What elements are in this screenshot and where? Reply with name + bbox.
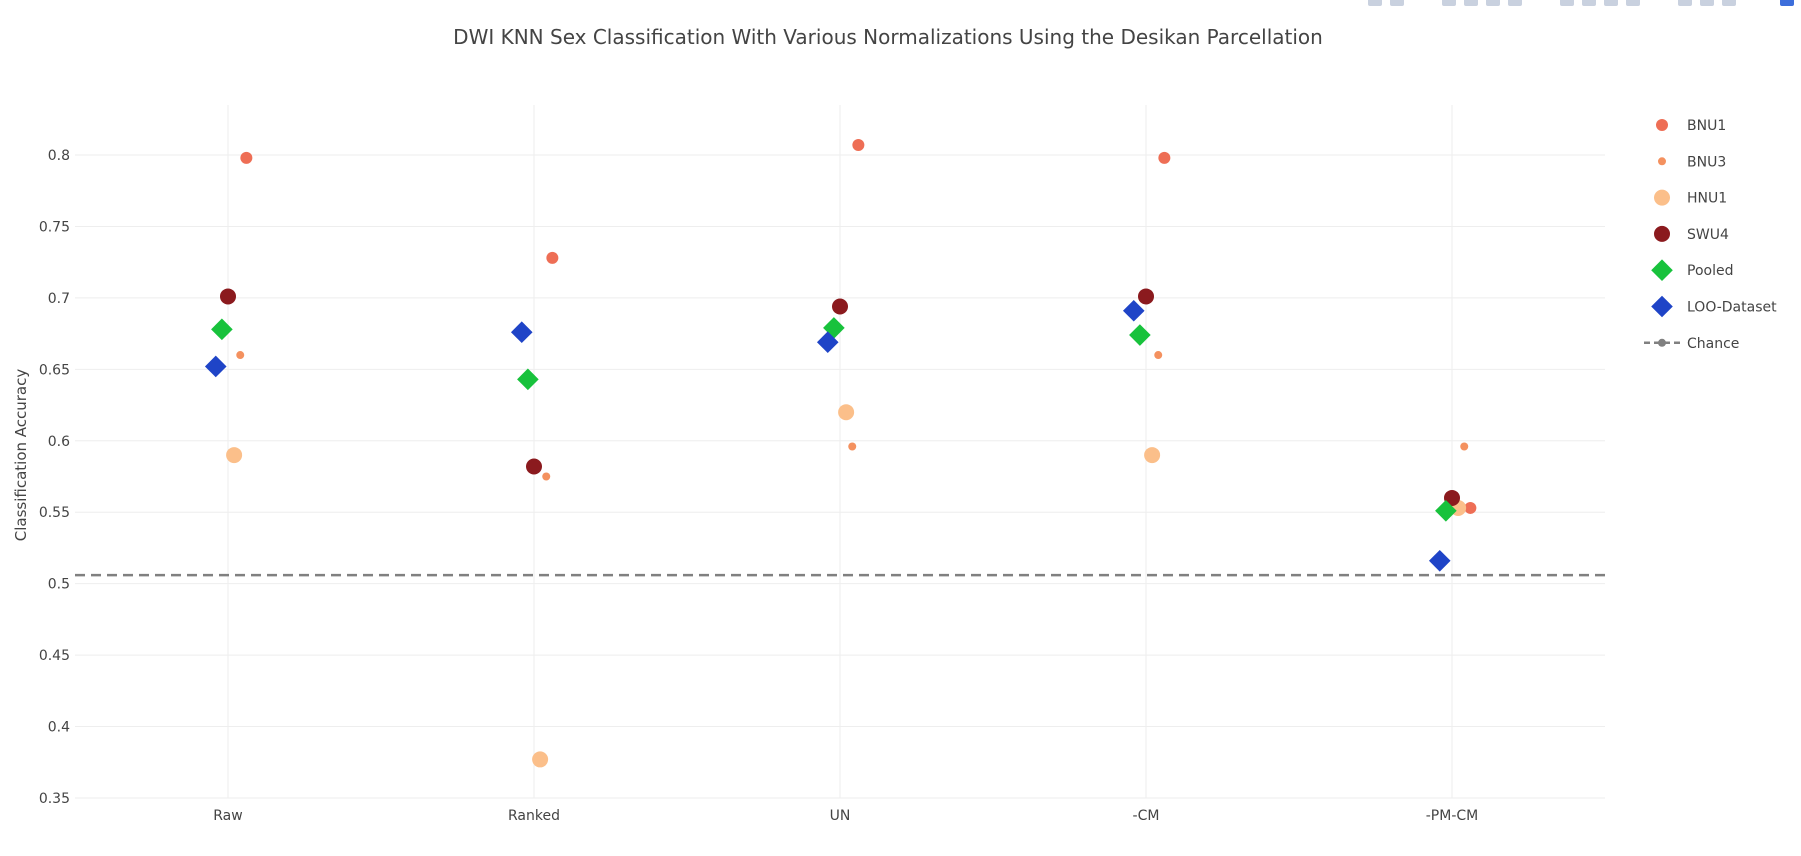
point-bnu3: [542, 472, 551, 481]
chart-title: DWI KNN Sex Classification With Various …: [453, 25, 1323, 49]
legend-hnu1-marker: [1654, 189, 1670, 206]
y-tick-label: 0.5: [48, 577, 70, 593]
y-tick-label: 0.65: [39, 362, 70, 378]
y-tick-label: 0.45: [39, 648, 70, 664]
point-bnu3: [848, 442, 857, 451]
point-hnu1: [1144, 447, 1161, 464]
point-bnu1: [1464, 501, 1477, 514]
point-swu4: [1138, 288, 1154, 305]
x-tick-label: Raw: [213, 808, 242, 824]
point-pooled: [211, 318, 233, 341]
point-pooled: [1129, 324, 1151, 346]
spike-lines-icon[interactable]: [1678, 0, 1692, 6]
legend-loo-dataset-marker: [1651, 295, 1673, 318]
point-bnu3: [1460, 442, 1469, 451]
camera-icon[interactable]: [1368, 0, 1382, 6]
point-hnu1: [226, 447, 243, 464]
legend-bnu3-label: BNU3: [1687, 154, 1726, 170]
point-bnu1: [852, 139, 865, 152]
data-points: [204, 139, 1477, 768]
y-tick-label: 0.7: [48, 291, 70, 307]
y-tick-label: 0.8: [48, 148, 70, 164]
box-select-icon[interactable]: [1486, 0, 1500, 6]
grid: [75, 105, 1605, 799]
pan-icon[interactable]: [1464, 0, 1478, 6]
point-swu4: [1444, 489, 1460, 506]
legend-swu4-marker: [1654, 225, 1670, 242]
point-hnu1: [532, 751, 549, 768]
legend-swu4-label: SWU4: [1687, 227, 1729, 243]
x-tick-label: -CM: [1133, 808, 1160, 824]
autoscale-icon[interactable]: [1604, 0, 1618, 6]
reset-axes-icon[interactable]: [1626, 0, 1640, 6]
zoom-in-icon[interactable]: [1560, 0, 1574, 6]
y-tick-label: 0.55: [39, 505, 70, 521]
point-bnu1: [546, 251, 559, 264]
legend-pooled-label: Pooled: [1687, 263, 1733, 279]
y-axis-title: Classification Accuracy: [12, 369, 30, 542]
point-pooled: [1435, 499, 1457, 522]
y-axis: 0.35 0.4 0.45 0.5 0.55 0.6 0.65 0.7 0.75 0.8: [39, 148, 70, 807]
legend-bnu3-marker: [1658, 157, 1666, 166]
point-loo-dataset: [1428, 550, 1451, 572]
point-pooled: [823, 317, 845, 339]
modebar: [1360, 0, 1801, 10]
point-loo-dataset: [510, 321, 533, 343]
legend-chance-marker: [1658, 338, 1666, 347]
point-bnu1: [1158, 151, 1171, 164]
point-loo-dataset: [816, 331, 839, 353]
y-tick-label: 0.35: [39, 791, 70, 807]
x-tick-label: UN: [830, 808, 851, 824]
point-swu4: [220, 288, 236, 305]
point-loo-dataset: [204, 355, 227, 378]
point-bnu3: [236, 351, 245, 360]
x-axis: Raw Ranked UN -CM -PM-CM: [213, 808, 1478, 824]
hover-closest-icon[interactable]: [1700, 0, 1714, 6]
x-tick-label: Ranked: [508, 808, 560, 824]
point-pooled: [517, 368, 539, 391]
save-icon[interactable]: [1390, 0, 1404, 6]
point-swu4: [526, 458, 542, 475]
y-tick-label: 0.6: [48, 434, 70, 450]
point-hnu1: [838, 404, 855, 421]
legend-hnu1-label: HNU1: [1687, 191, 1727, 207]
point-bnu1: [240, 151, 253, 164]
legend-chance-label: Chance: [1687, 336, 1739, 352]
point-loo-dataset: [1122, 299, 1145, 322]
x-tick-label: -PM-CM: [1426, 808, 1478, 824]
zoom-icon[interactable]: [1442, 0, 1456, 6]
y-tick-label: 0.4: [48, 720, 70, 736]
legend: BNU1 BNU3 HNU1 SWU4 Pooled LOO-Dataset Chance: [1644, 118, 1777, 352]
point-swu4: [832, 298, 848, 315]
y-tick-label: 0.75: [39, 219, 70, 235]
plotly-logo-icon[interactable]: [1780, 0, 1794, 6]
lasso-select-icon[interactable]: [1508, 0, 1522, 6]
zoom-out-icon[interactable]: [1582, 0, 1596, 6]
legend-bnu1-marker: [1656, 119, 1668, 131]
legend-bnu1-label: BNU1: [1687, 118, 1726, 134]
legend-loo-dataset-label: LOO-Dataset: [1687, 300, 1777, 316]
legend-pooled-marker: [1651, 259, 1673, 281]
hover-compare-icon[interactable]: [1722, 0, 1736, 6]
point-bnu3: [1154, 351, 1163, 360]
